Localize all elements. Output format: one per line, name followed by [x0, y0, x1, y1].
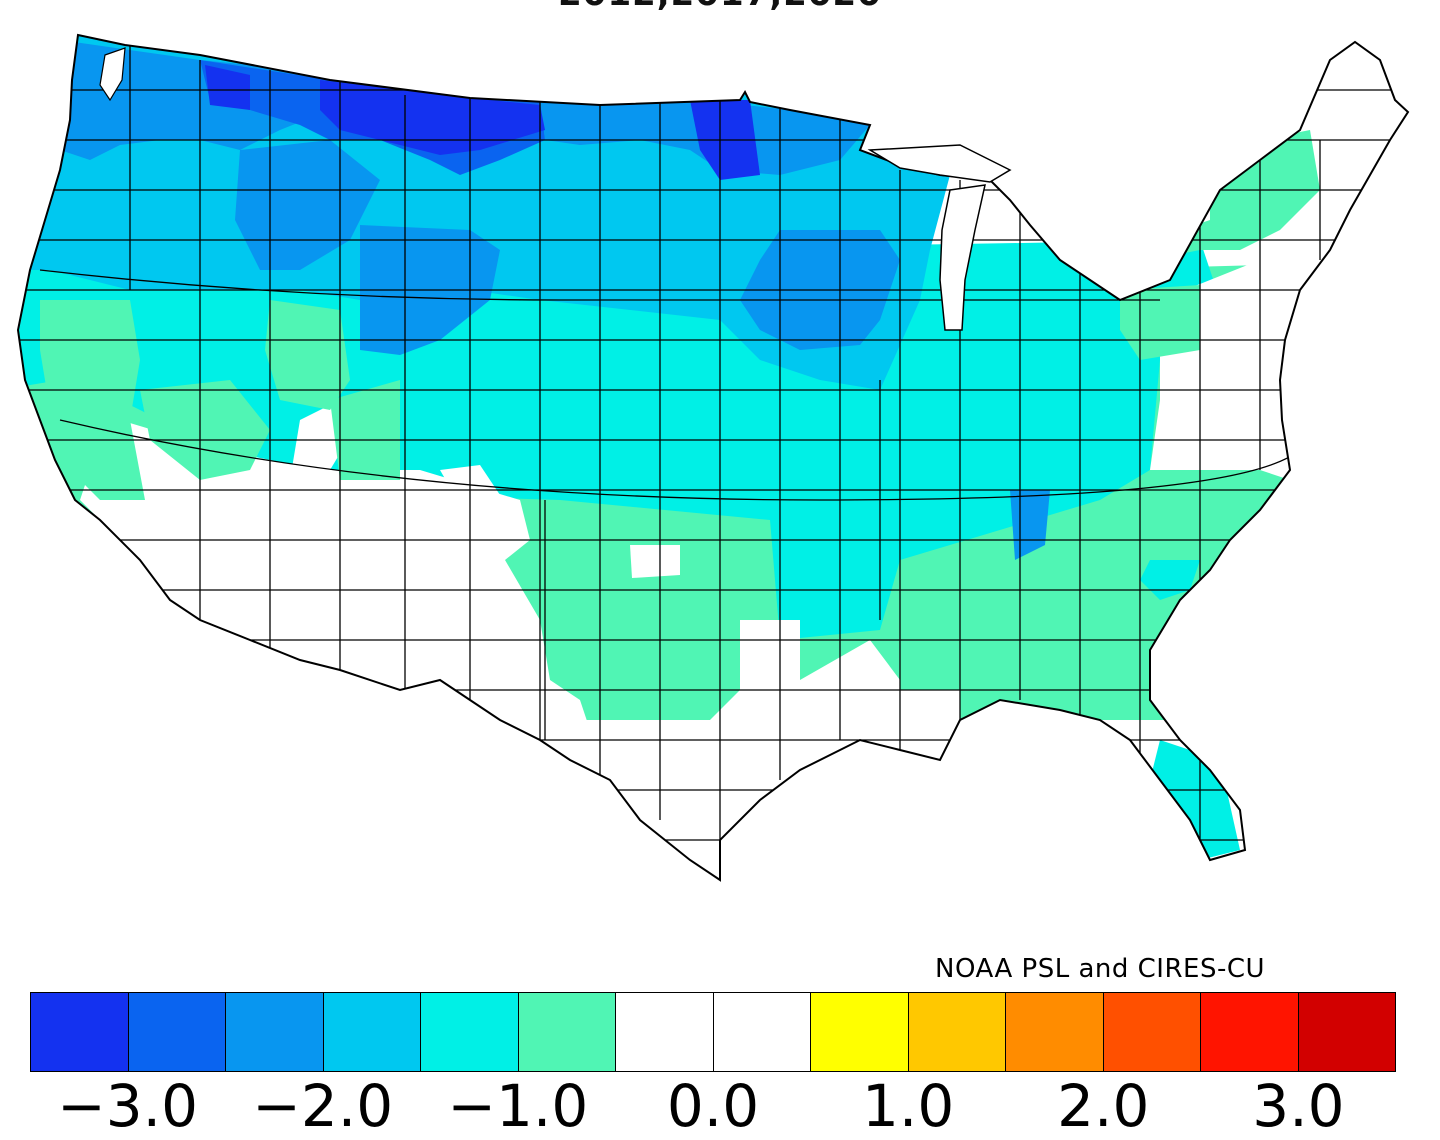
legend-swatch [421, 993, 519, 1071]
us-outline [16, 33, 1410, 882]
legend-tick-label: −2.0 [252, 1072, 394, 1140]
legend-swatch [908, 993, 1006, 1071]
lake-superior [867, 144, 1012, 183]
legend-swatch [713, 993, 811, 1071]
credit-label: NOAA PSL and CIRES-CU [935, 954, 1266, 984]
legend-tick-label: 2.0 [1057, 1072, 1150, 1140]
legend-tick-label: 3.0 [1252, 1072, 1345, 1140]
legend-swatch [31, 993, 129, 1071]
legend-swatch [323, 993, 421, 1071]
legend-swatch [811, 993, 909, 1071]
legend-tick-label: 1.0 [862, 1072, 955, 1140]
color-legend-bar [30, 992, 1396, 1072]
legend-swatch [1298, 993, 1395, 1071]
legend-swatch [1006, 993, 1104, 1071]
legend-swatch [128, 993, 226, 1071]
legend-tick-label: −1.0 [447, 1072, 589, 1140]
puget-sound [99, 47, 126, 102]
legend-swatch [1201, 993, 1299, 1071]
us-climate-division-map [16, 33, 1410, 882]
legend-swatch [1103, 993, 1201, 1071]
legend-swatch [226, 993, 324, 1071]
legend-tick-label: −3.0 [57, 1072, 198, 1140]
legend-swatch [518, 993, 616, 1071]
legend-swatch [616, 993, 714, 1071]
lake-michigan [939, 184, 986, 331]
legend-tick-label: 0.0 [666, 1072, 760, 1140]
map-title: 2012,2017,2020 [0, 0, 1440, 14]
